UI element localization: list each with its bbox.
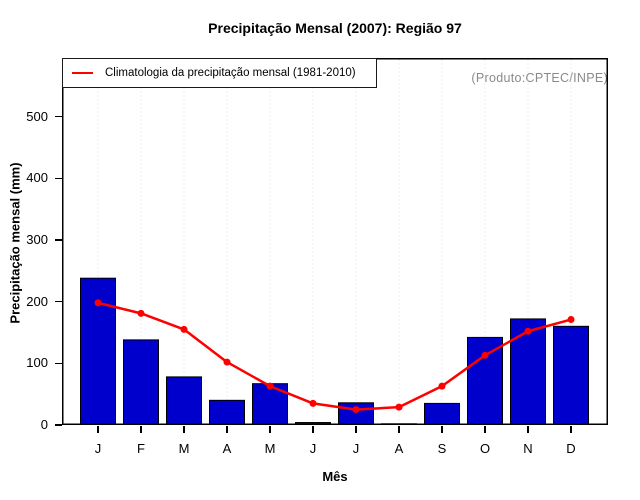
x-tick <box>355 426 357 433</box>
x-tick <box>97 426 99 433</box>
x-tick-label: S <box>437 441 447 456</box>
chart-title: Precipitação Mensal (2007): Região 97 <box>208 20 462 36</box>
x-tick-label: J <box>94 441 102 456</box>
x-tick-label: M <box>264 441 276 456</box>
climatology-point <box>266 382 274 390</box>
x-tick <box>398 426 400 433</box>
y-tick-label: 200 <box>26 293 48 309</box>
y-tick-label: 0 <box>40 417 48 432</box>
x-tick <box>140 426 142 433</box>
x-tick-label: O <box>479 441 491 456</box>
bar <box>166 376 202 425</box>
x-tick <box>312 426 314 433</box>
climatology-point <box>438 382 446 390</box>
y-tick <box>55 424 62 426</box>
x-tick-label: M <box>178 441 190 456</box>
plot-canvas <box>62 58 608 425</box>
climatology-point <box>223 358 231 366</box>
bar <box>123 339 159 425</box>
climatology-point <box>180 325 188 333</box>
bar <box>209 399 245 425</box>
legend-label: Climatologia da precipitação mensal (198… <box>105 67 356 79</box>
y-tick <box>55 300 62 303</box>
x-tick-label: D <box>566 441 576 456</box>
y-tick-label: 300 <box>26 231 48 247</box>
climatology-line <box>96 301 573 411</box>
x-tick <box>226 426 228 433</box>
x-tick <box>183 426 185 433</box>
x-axis-title: Mês <box>322 469 348 484</box>
x-tick-label: A <box>222 441 232 456</box>
x-tick <box>484 426 486 433</box>
bar <box>553 325 589 425</box>
climatology-point <box>94 299 102 307</box>
x-tick-label: F <box>137 441 145 456</box>
y-tick <box>55 362 62 365</box>
legend-line-sample <box>72 71 93 75</box>
climatology-point <box>395 403 403 411</box>
x-tick-label: A <box>394 441 404 456</box>
x-tick <box>570 426 572 433</box>
bar <box>467 336 503 425</box>
y-tick <box>55 239 62 241</box>
y-tick <box>55 177 62 180</box>
x-tick <box>527 426 529 433</box>
climatology-point <box>309 399 317 407</box>
climatology-point <box>137 309 145 317</box>
bar <box>424 402 460 425</box>
climatology-point <box>567 316 575 324</box>
x-tick-label: J <box>309 441 317 456</box>
y-tick-label: 100 <box>26 355 48 371</box>
x-tick-label: N <box>523 441 533 456</box>
legend: Climatologia da precipitação mensal (198… <box>62 58 377 88</box>
x-tick-label: J <box>352 441 360 456</box>
product-annotation: (Produto:CPTEC/INPE) <box>471 71 608 85</box>
x-tick <box>441 426 443 433</box>
y-tick <box>55 115 62 118</box>
climatology-point <box>481 351 489 359</box>
plot-area: Climatologia da precipitação mensal (198… <box>62 58 608 425</box>
y-tick-label: 500 <box>26 108 48 124</box>
y-tick-label: 400 <box>26 170 48 186</box>
climatology-point <box>352 406 360 414</box>
climatology-point <box>524 327 532 335</box>
x-tick <box>269 426 271 433</box>
bar <box>510 318 546 425</box>
